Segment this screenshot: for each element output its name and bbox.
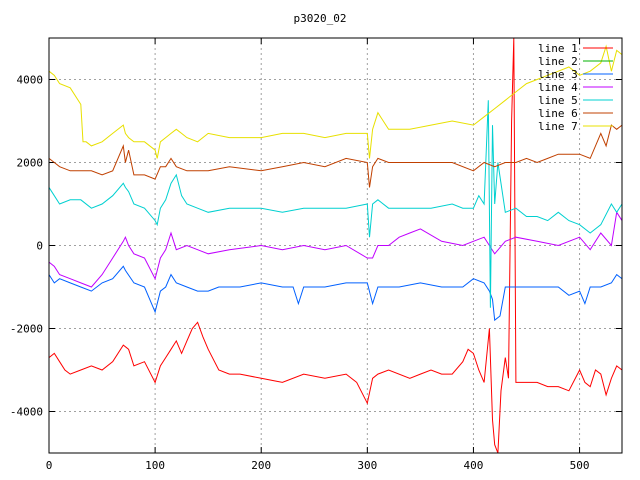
legend-label: line 3 xyxy=(538,68,578,81)
series-line-6 xyxy=(49,124,622,188)
axis-ticks: 0 100 200 300 400 500 -4000 -2000 0 2000 4000 xyxy=(10,38,622,472)
series-layer xyxy=(49,38,622,453)
legend-label: line 4 xyxy=(538,81,578,94)
series-line-5 xyxy=(49,100,622,308)
legend-label: line 6 xyxy=(538,107,578,120)
x-tick-label: 500 xyxy=(570,459,590,472)
x-tick-label: 400 xyxy=(464,459,484,472)
x-tick-label: 200 xyxy=(251,459,271,472)
x-tick-label: 300 xyxy=(357,459,377,472)
grid xyxy=(49,38,622,453)
legend-label: line 5 xyxy=(538,94,578,107)
y-tick-label: 2000 xyxy=(17,157,44,170)
plot-frame xyxy=(48,37,623,454)
series-line-7 xyxy=(49,44,622,159)
y-tick-label: -4000 xyxy=(10,406,43,419)
chart-title: p3020_02 xyxy=(294,12,347,25)
series-line-3 xyxy=(49,265,622,322)
y-tick-label: 0 xyxy=(36,240,43,253)
y-tick-label: -2000 xyxy=(10,323,43,336)
legend-label: line 1 xyxy=(538,42,578,55)
series-line-4 xyxy=(49,210,622,288)
x-tick-label: 100 xyxy=(145,459,165,472)
y-tick-label: 4000 xyxy=(17,74,44,87)
legend-label: line 2 xyxy=(538,55,578,68)
x-tick-label: 0 xyxy=(46,459,53,472)
series-line-1 xyxy=(49,38,622,453)
legend-label: line 7 xyxy=(538,120,578,133)
